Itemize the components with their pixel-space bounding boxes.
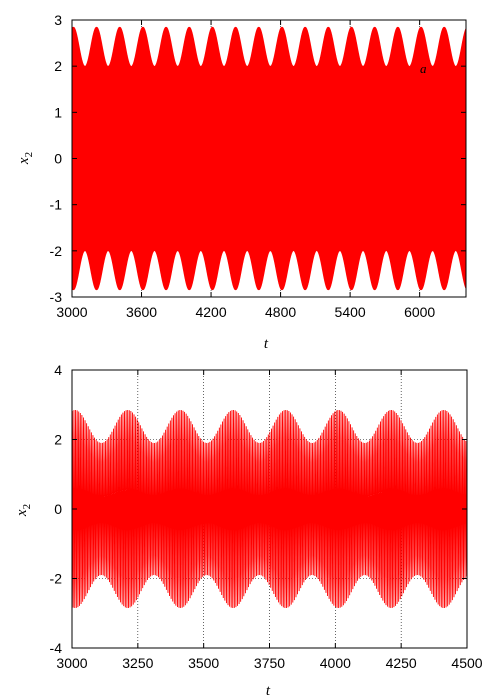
bottom-x-axis-label: t — [266, 683, 271, 699]
top-ticks — [71, 19, 466, 298]
top-x-tick-label: 4800 — [265, 304, 296, 320]
top-x-tick-label: 5400 — [335, 304, 366, 320]
bottom-x-tick-label: 3500 — [188, 655, 219, 671]
top-tick-labels: 3000 3600 4200 4800 5400 6000 -3 -2 -1 0 1 2 3 — [50, 12, 436, 320]
bottom-x-tick-label: 4250 — [386, 655, 417, 671]
bottom-x-tick-label: 3750 — [254, 655, 285, 671]
top-x-tick-label: 3600 — [126, 304, 157, 320]
top-x-axis-label: t — [264, 336, 269, 352]
bottom-signal — [71, 409, 468, 609]
bottom-y-axis-label: x2 — [14, 504, 33, 517]
bottom-series-line-0 — [71, 409, 468, 609]
bottom-chart: 3000 3250 3500 3750 4000 4250 4500 -4 -2 0 2 4 t x2 — [14, 362, 483, 699]
bottom-x-tick-label: 3250 — [122, 655, 153, 671]
top-y-tick-label: 3 — [54, 12, 62, 28]
top-y-axis-label: x2 — [16, 152, 35, 165]
top-chart: 3000 3600 4200 4800 5400 6000 -3 -2 -1 0 1 2 3 a t x… — [16, 12, 467, 352]
bottom-y-tick-label: -2 — [50, 571, 63, 587]
top-y-tick-label: -2 — [50, 243, 63, 259]
top-x-tick-label: 4200 — [195, 304, 226, 320]
top-y-tick-label: -3 — [50, 289, 63, 305]
top-y-tick-label: 1 — [54, 104, 62, 120]
bottom-y-tick-label: 0 — [54, 501, 62, 517]
bottom-tick-labels: 3000 3250 3500 3750 4000 4250 4500 -4 -2 0 2 4 — [50, 362, 483, 671]
top-annotation: a — [420, 61, 427, 76]
top-series-line-0 — [71, 26, 467, 291]
bottom-y-tick-label: 4 — [54, 362, 62, 378]
bottom-x-tick-label: 4500 — [451, 655, 482, 671]
top-y-tick-label: 2 — [54, 58, 62, 74]
bottom-x-tick-label: 4000 — [320, 655, 351, 671]
top-y-tick-label: 0 — [54, 151, 62, 167]
bottom-y-tick-label: 2 — [54, 432, 62, 448]
bottom-ticks — [71, 369, 468, 649]
top-x-tick-label: 6000 — [404, 304, 435, 320]
top-signal — [71, 26, 467, 291]
bottom-x-tick-label: 3000 — [56, 655, 87, 671]
bottom-y-tick-label: -4 — [50, 640, 63, 656]
top-y-tick-label: -1 — [50, 197, 63, 213]
top-x-tick-label: 3000 — [56, 304, 87, 320]
